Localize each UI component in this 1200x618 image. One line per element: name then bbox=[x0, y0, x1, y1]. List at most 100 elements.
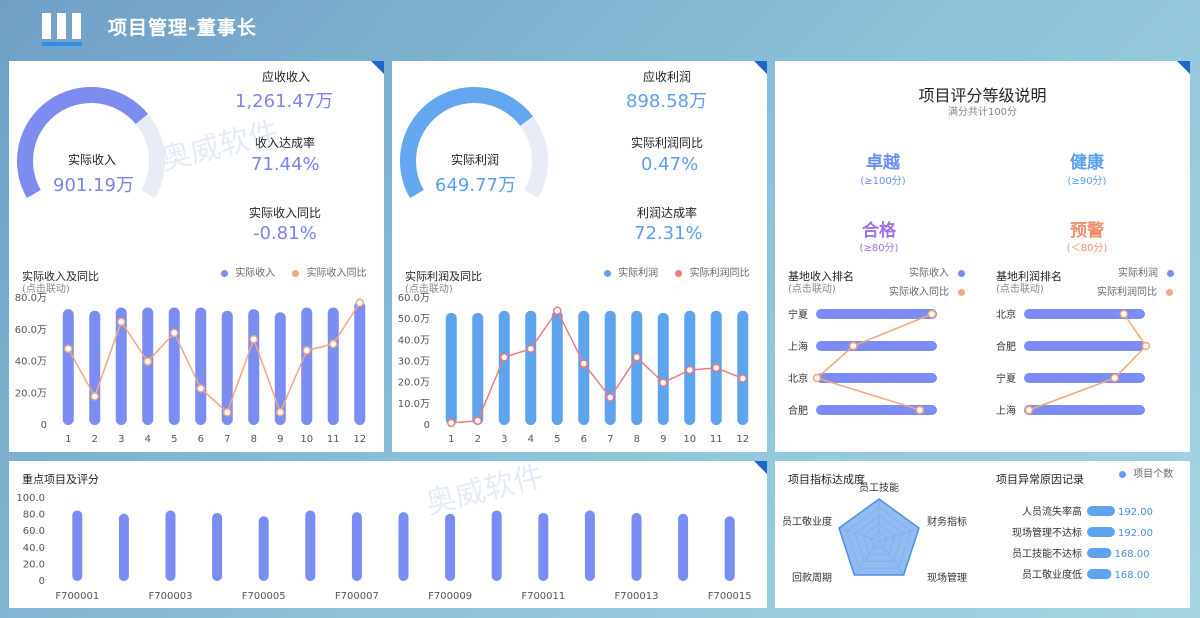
legend-swatch-line bbox=[1166, 288, 1174, 296]
line-point bbox=[915, 405, 925, 415]
y-tick-label: 30.0万 bbox=[398, 357, 430, 368]
corner-marker bbox=[754, 61, 767, 74]
anomaly-reason-chart[interactable]: 人员流失率高 192.00 现场管理不达标 192.00 员工技能不达标 168.00 员工… bbox=[985, 461, 1190, 608]
line-point bbox=[355, 298, 364, 308]
x-tick-label: 7 bbox=[224, 434, 230, 445]
line-point bbox=[1119, 309, 1129, 319]
bar bbox=[1024, 405, 1145, 415]
line-point bbox=[712, 363, 721, 373]
line-point bbox=[473, 416, 482, 426]
line-point bbox=[579, 359, 588, 368]
x-tick-label: 9 bbox=[277, 434, 283, 445]
gauge-fill bbox=[400, 87, 533, 198]
category-label: 合肥 bbox=[996, 340, 1016, 353]
rating-level-name: 预警 bbox=[1070, 221, 1104, 241]
bar bbox=[816, 341, 937, 351]
rating-panel: 项目评分等级说明 满分共计100分 卓越 (≥100分) 健康 (≥90分) 合… bbox=[775, 61, 1190, 452]
chart-legend: 项目个数 bbox=[1119, 465, 1173, 480]
x-tick-label: 11 bbox=[327, 434, 340, 445]
profit-gauge-value: 649.77万 bbox=[435, 175, 516, 196]
x-tick-label: 8 bbox=[634, 434, 640, 445]
line-point bbox=[812, 373, 822, 383]
bar bbox=[657, 312, 669, 425]
series-line bbox=[815, 313, 933, 411]
category-label: 北京 bbox=[996, 308, 1016, 321]
x-tick-label: 4 bbox=[145, 434, 151, 445]
radar-axis-label: 员工技能 bbox=[859, 481, 899, 494]
x-tick-label: 8 bbox=[251, 434, 257, 445]
y-tick-label: 0 bbox=[41, 420, 47, 431]
bar bbox=[678, 513, 689, 581]
category-label: 上海 bbox=[996, 404, 1016, 417]
line-point bbox=[90, 392, 99, 401]
y-tick-label: 0 bbox=[39, 576, 45, 587]
chart-title: 实际收入及同比 bbox=[22, 270, 99, 283]
rating-level-name: 合格 bbox=[862, 221, 896, 241]
bar bbox=[445, 513, 456, 581]
chart-legend: 实际收入 实际收入同比 bbox=[221, 264, 367, 279]
legend-swatch-line bbox=[675, 269, 683, 277]
line-point bbox=[117, 317, 126, 327]
bar bbox=[724, 516, 735, 581]
bar bbox=[142, 307, 154, 425]
legend-label: 实际收入 bbox=[909, 268, 949, 279]
rating-level-range: (≥100分) bbox=[860, 176, 906, 187]
y-tick-label: 100.0 bbox=[16, 493, 45, 504]
rating-subtitle: 满分共计100分 bbox=[947, 107, 1018, 118]
corner-marker bbox=[1177, 61, 1190, 74]
y-tick-label: 80.0 bbox=[23, 510, 45, 521]
radar-axis-label: 回款周期 bbox=[792, 571, 832, 584]
receivable-profit-label: 应收利润 bbox=[643, 70, 692, 84]
bar bbox=[168, 307, 180, 425]
x-tick-label: 7 bbox=[607, 434, 613, 445]
receivable-profit-value: 898.58万 bbox=[626, 91, 707, 112]
bar bbox=[1024, 373, 1145, 383]
legend-label: 实际利润同比 bbox=[1097, 287, 1157, 298]
y-tick-label: 20.0 bbox=[23, 559, 45, 570]
line-point bbox=[64, 344, 73, 354]
value-label: 168.00 bbox=[1115, 570, 1150, 581]
bar bbox=[551, 310, 563, 425]
profit-panel: 实际利润 649.77万 应收利润 898.58万 实际利润同比 0.47% 利… bbox=[392, 61, 767, 452]
legend-swatch-bar bbox=[221, 269, 228, 277]
value-label: 192.00 bbox=[1118, 507, 1153, 518]
bar bbox=[584, 510, 595, 581]
line-point bbox=[196, 384, 205, 393]
revenue-rate-label: 收入达成率 bbox=[255, 136, 316, 150]
profit-rate-label: 利润达成率 bbox=[637, 206, 698, 220]
chart-legend-item: 实际收入同比 bbox=[889, 283, 966, 298]
x-tick-label: 12 bbox=[353, 434, 366, 445]
legend-swatch-line bbox=[292, 269, 300, 277]
x-tick-label: F700009 bbox=[428, 591, 472, 602]
category-label: 宁夏 bbox=[996, 372, 1016, 385]
category-label: 北京 bbox=[788, 372, 808, 385]
bar bbox=[498, 310, 510, 425]
category-label: 员工技能不达标 bbox=[1012, 547, 1082, 560]
x-tick-label: 3 bbox=[118, 434, 124, 445]
y-tick-label: 60.0万 bbox=[398, 293, 430, 304]
chart-subtitle: (点击联动) bbox=[788, 284, 836, 295]
line-point bbox=[143, 357, 152, 366]
x-tick-label: F700001 bbox=[55, 591, 99, 602]
revenue-gauge-value: 901.19万 bbox=[53, 175, 134, 196]
line-point bbox=[223, 408, 232, 417]
y-tick-label: 50.0万 bbox=[398, 314, 430, 325]
y-tick-label: 40.0万 bbox=[15, 357, 47, 368]
revenue-yoy-label: 实际收入同比 bbox=[249, 206, 322, 220]
line-point bbox=[329, 339, 338, 349]
x-tick-label: 12 bbox=[736, 434, 749, 445]
chart-title: 实际利润及同比 bbox=[405, 270, 482, 283]
category-label: 现场管理不达标 bbox=[1012, 526, 1082, 539]
bar bbox=[816, 373, 937, 383]
key-project-score-chart[interactable]: 0 20.0 40.0 60.0 80.0 100.0 F700001 F700003 F700… bbox=[9, 461, 767, 608]
bar bbox=[398, 512, 409, 581]
legend-swatch-bar bbox=[958, 269, 966, 277]
bar bbox=[1087, 548, 1112, 558]
value-label: 168.00 bbox=[1115, 549, 1150, 560]
line-point bbox=[302, 346, 311, 355]
